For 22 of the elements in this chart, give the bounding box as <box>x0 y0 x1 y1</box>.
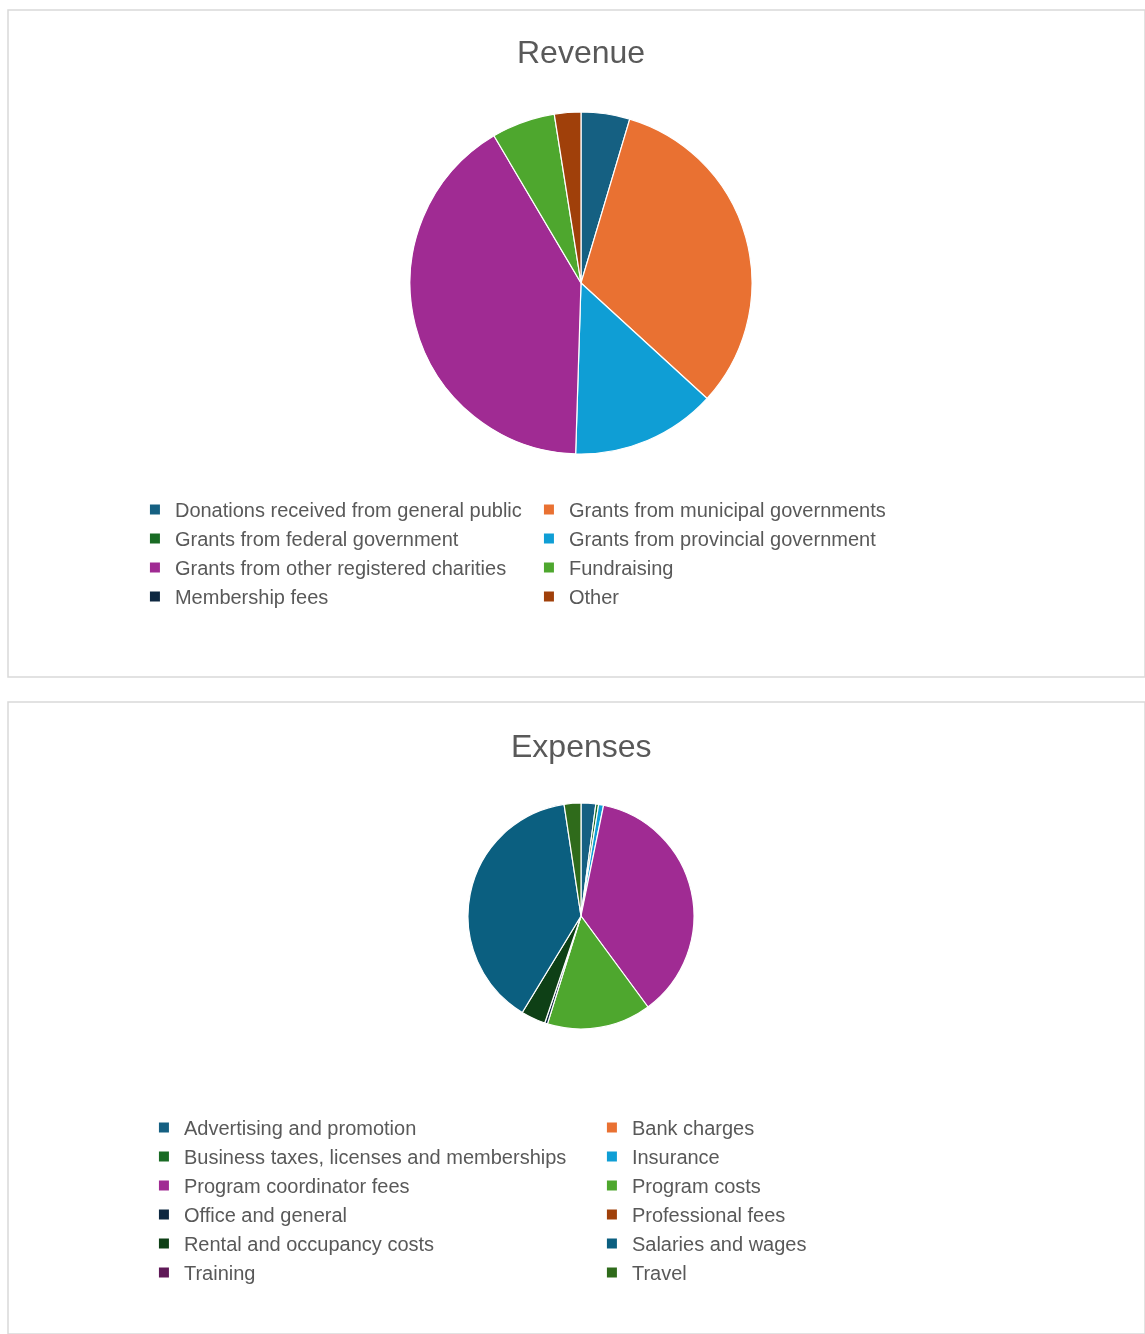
legend-label: Grants from municipal governments <box>568 499 886 522</box>
legend-label: Program coordinator fees <box>183 1175 410 1198</box>
legend-label: Program costs <box>631 1175 761 1198</box>
legend-label: Advertising and promotion <box>183 1117 417 1140</box>
legend-label: Bank charges <box>631 1117 755 1140</box>
legend-label: Donations received from general public <box>174 499 522 522</box>
legend-label: Office and general <box>183 1204 348 1227</box>
legend-label: Training <box>183 1262 256 1285</box>
chart-title: Expenses <box>511 728 652 764</box>
legend-label: Rental and occupancy costs <box>183 1233 435 1256</box>
legend-label: Grants from provincial government <box>568 528 877 551</box>
legend-label: Salaries and wages <box>631 1233 807 1256</box>
legend-label: Grants from federal government <box>174 528 459 551</box>
legend-label: Business taxes, licenses and memberships <box>183 1146 567 1169</box>
legend-label: Travel <box>631 1262 687 1285</box>
legend-label: Other <box>568 586 620 609</box>
legend-label: Insurance <box>631 1146 720 1169</box>
legend-label: Grants from other registered charities <box>174 557 507 580</box>
legend-label: Membership fees <box>174 586 329 609</box>
legend-label: Professional fees <box>631 1204 786 1227</box>
legend-label: Fundraising <box>568 557 674 580</box>
chart-title: Revenue <box>517 34 646 70</box>
